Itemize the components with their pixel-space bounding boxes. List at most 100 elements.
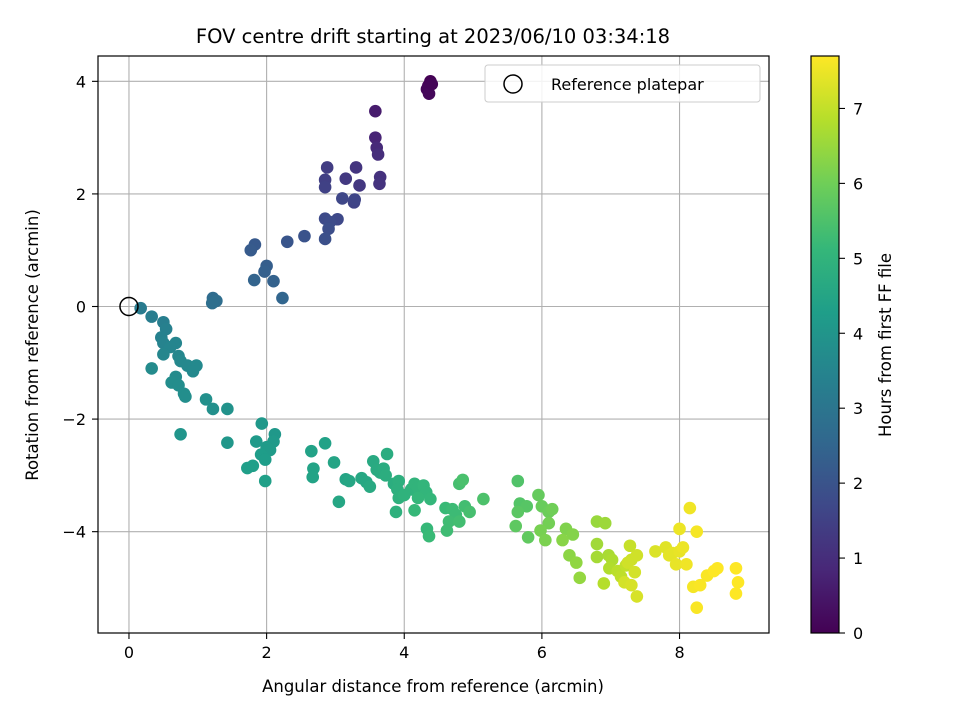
data-point (676, 541, 690, 554)
data-point (157, 348, 170, 361)
x-axis-label: Angular distance from reference (arcmin) (262, 677, 604, 696)
colorbar-tick-label: 2 (853, 474, 863, 493)
colorbar-tick-label: 6 (853, 174, 863, 193)
data-point (456, 473, 470, 487)
data-point (440, 524, 454, 537)
data-point (690, 525, 704, 538)
data-point (673, 522, 686, 536)
legend-marker-icon (503, 74, 523, 94)
data-point (298, 229, 311, 243)
data-point (258, 265, 271, 278)
data-point (566, 528, 580, 541)
data-point (570, 556, 583, 569)
data-point (255, 417, 269, 430)
data-point (389, 505, 403, 519)
y-tick-label: 2 (76, 185, 86, 204)
colorbar-tick-label: 7 (853, 99, 863, 118)
data-point (332, 495, 346, 509)
data-point (249, 435, 263, 448)
data-point (683, 501, 697, 515)
data-point (174, 427, 187, 441)
data-point (669, 558, 683, 571)
data-point (630, 590, 644, 603)
colorbar-tick-label: 4 (853, 324, 863, 343)
data-point (280, 235, 294, 249)
data-point (693, 578, 707, 592)
data-point (380, 447, 394, 461)
data-point (731, 576, 745, 589)
data-point (690, 601, 704, 614)
data-point (411, 491, 425, 505)
data-point (477, 492, 490, 506)
data-point (373, 177, 386, 191)
data-point (425, 77, 439, 91)
colorbar-gradient (811, 56, 839, 633)
data-point (145, 362, 158, 375)
data-point (369, 104, 382, 118)
data-point (649, 545, 662, 558)
data-point (630, 549, 644, 562)
data-point (318, 180, 332, 194)
data-point (590, 550, 604, 564)
data-point (542, 516, 556, 530)
data-point (597, 577, 611, 590)
y-axis-label: Rotation from reference (arcmin) (23, 209, 42, 481)
data-point (322, 222, 335, 236)
data-point (305, 444, 318, 458)
data-point (205, 296, 219, 310)
data-point (539, 533, 552, 547)
data-point (598, 516, 612, 530)
data-point (186, 364, 200, 378)
data-point (729, 587, 743, 600)
colorbar-tick-label: 3 (853, 399, 863, 418)
data-point (424, 492, 437, 506)
y-tick-label: −2 (62, 410, 86, 429)
data-point (534, 524, 547, 537)
data-point (353, 179, 366, 192)
data-point (244, 243, 258, 257)
colorbar-frame (810, 55, 840, 634)
y-tick-label: −4 (62, 523, 86, 542)
data-point (276, 291, 289, 305)
data-point (221, 436, 234, 450)
data-point (590, 537, 604, 551)
x-tick-label: 2 (262, 643, 272, 662)
colorbar-tick-label: 0 (853, 624, 863, 643)
colorbar: 0 1 2 3 4 5 6 7 Hours from first FF file (810, 55, 895, 643)
data-point (258, 453, 272, 466)
data-point (318, 436, 332, 450)
data-point (363, 480, 377, 493)
data-point (532, 488, 545, 502)
y-tick-label: 4 (76, 72, 86, 91)
data-point (573, 571, 587, 585)
data-point (339, 172, 353, 186)
data-point (422, 529, 436, 543)
data-point (320, 161, 334, 174)
y-tick-label: 0 (76, 298, 86, 317)
data-point (145, 310, 158, 323)
data-point (511, 474, 525, 488)
data-point (520, 500, 534, 513)
x-tick-label: 6 (537, 643, 547, 662)
x-tick-label: 4 (399, 643, 409, 662)
data-point (369, 131, 382, 144)
data-point (729, 561, 743, 575)
data-point (206, 402, 220, 416)
data-point (258, 474, 272, 488)
colorbar-label: Hours from first FF file (876, 253, 895, 437)
reference-platepar-marker (119, 296, 139, 317)
data-point (511, 505, 525, 519)
data-point (680, 558, 693, 571)
data-point (371, 148, 385, 161)
plot-area (97, 55, 770, 634)
data-point (628, 565, 642, 579)
data-point (422, 87, 436, 101)
x-axis-ticks: 0 2 4 6 8 (124, 633, 685, 662)
data-point (623, 539, 637, 553)
legend: Reference platepar (484, 64, 761, 103)
data-point (463, 505, 476, 519)
data-point (241, 461, 254, 475)
data-point (711, 561, 724, 575)
axes-frame (97, 55, 770, 634)
